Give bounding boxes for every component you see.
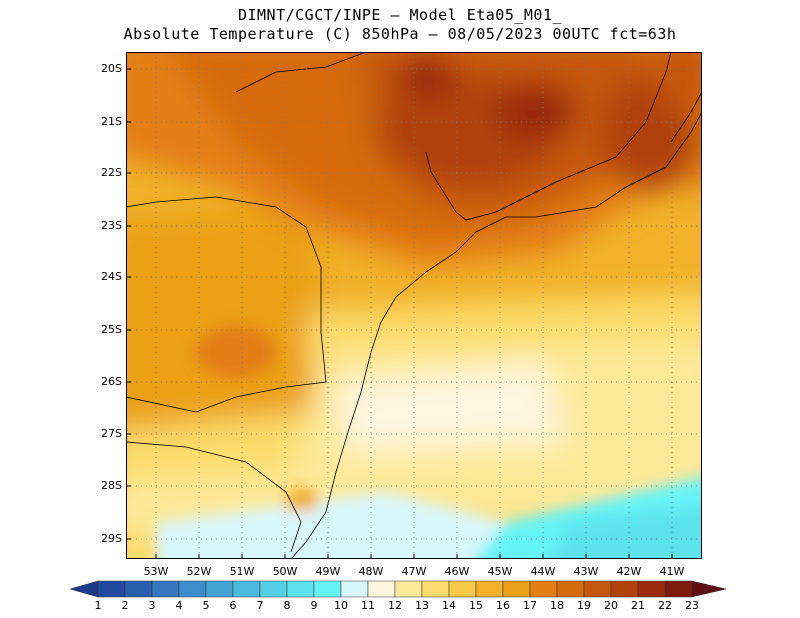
colorbar-label-22: 22 (658, 599, 672, 612)
lon-label-47w: 47W (401, 565, 427, 578)
temperature-map (126, 52, 702, 559)
lat-label-25s: 25S (101, 323, 122, 336)
lat-label-21s: 21S (101, 115, 122, 128)
lon-label-42w: 42W (616, 565, 642, 578)
colorbar-label-14: 14 (442, 599, 456, 612)
colorbar-box (556, 580, 585, 598)
field-warm-spot-west (196, 326, 276, 378)
colorbar-label-6: 6 (229, 599, 237, 612)
field-cold-cyan-2 (551, 505, 702, 559)
lon-label-50w: 50W (272, 565, 298, 578)
grid (126, 52, 702, 559)
field-core-3 (496, 82, 576, 142)
colorbar-label-8: 8 (283, 599, 291, 612)
colorbar-box (232, 580, 261, 598)
lat-label-20s: 20S (101, 62, 122, 75)
colorbar-box (583, 580, 612, 598)
colorbar-box (637, 580, 666, 598)
colorbar-label-20: 20 (604, 599, 618, 612)
colorbar-left-arrow (70, 580, 99, 598)
colorbar-box (502, 580, 531, 598)
colorbar-label-1: 1 (94, 599, 102, 612)
lon-label-44w: 44W (530, 565, 556, 578)
colorbar-box (448, 580, 477, 598)
lat-label-22s: 22S (101, 166, 122, 179)
field-sw-warm (126, 202, 326, 431)
colorbar-box (151, 580, 180, 598)
lon-label-45w: 45W (487, 565, 513, 578)
colorbar-box (340, 580, 369, 598)
lon-label-49w: 49W (315, 565, 341, 578)
colorbar-box (205, 580, 234, 598)
colorbar-label-23: 23 (685, 599, 699, 612)
border-west (126, 196, 327, 413)
border-east (670, 91, 702, 143)
colorbar-box (367, 580, 396, 598)
lat-label-26s: 26S (101, 375, 122, 388)
colorbar-box (664, 580, 693, 598)
colorbar-label-17: 17 (523, 599, 537, 612)
lon-label-46w: 46W (444, 565, 470, 578)
lon-label-43w: 43W (573, 565, 599, 578)
colorbar-label-13: 13 (415, 599, 429, 612)
colorbar-box (475, 580, 504, 598)
colorbar-label-2: 2 (121, 599, 129, 612)
lon-label-51w: 51W (229, 565, 255, 578)
colorbar-box (610, 580, 639, 598)
border-sw (126, 441, 302, 553)
border-north (235, 52, 367, 93)
coastline-east (506, 111, 702, 218)
lat-label-28s: 28S (101, 479, 122, 492)
colorbar-right-arrow (691, 580, 727, 598)
lat-label-29s: 29S (101, 532, 122, 545)
colorbar-box (421, 580, 450, 598)
colorbar-label-11: 11 (361, 599, 375, 612)
chart-title-line-1: DIMNT/CGCT/INPE – Model Eta05_M01_ (237, 6, 563, 24)
colorbar-label-16: 16 (496, 599, 510, 612)
colorbar-box (394, 580, 423, 598)
colorbar-label-4: 4 (175, 599, 183, 612)
border-state-se (425, 52, 672, 221)
colorbar-label-10: 10 (334, 599, 348, 612)
colorbar-box (286, 580, 315, 598)
colorbar-box (178, 580, 207, 598)
colorbar-label-19: 19 (577, 599, 591, 612)
colorbar-label-21: 21 (631, 599, 645, 612)
colorbar-box (124, 580, 153, 598)
lat-label-27s: 27S (101, 427, 122, 440)
colorbar-label-15: 15 (469, 599, 483, 612)
colorbar-label-12: 12 (388, 599, 402, 612)
ticks (126, 68, 673, 559)
lon-label-48w: 48W (358, 565, 384, 578)
colorbar-label-5: 5 (202, 599, 210, 612)
lon-label-52w: 52W (186, 565, 212, 578)
borders (126, 52, 702, 559)
colorbar-label-18: 18 (550, 599, 564, 612)
colorbar-box (259, 580, 288, 598)
colorbar-box (313, 580, 342, 598)
field-warm-spot-coast (283, 488, 319, 512)
colorbar-label-3: 3 (148, 599, 156, 612)
lat-label-23s: 23S (101, 219, 122, 232)
colorbar-label-9: 9 (310, 599, 318, 612)
field-coast-cream (336, 362, 566, 452)
lon-label-41w: 41W (659, 565, 685, 578)
colorbar-box (97, 580, 126, 598)
colorbar-label-7: 7 (256, 599, 264, 612)
field-core-4 (396, 55, 456, 99)
lon-label-53w: 53W (143, 565, 169, 578)
lat-label-24s: 24S (101, 270, 122, 283)
chart-title-line-2: Absolute Temperature (C) 850hPa – 08/05/… (123, 25, 677, 43)
colorbar (70, 580, 727, 598)
colorbar-box (529, 580, 558, 598)
